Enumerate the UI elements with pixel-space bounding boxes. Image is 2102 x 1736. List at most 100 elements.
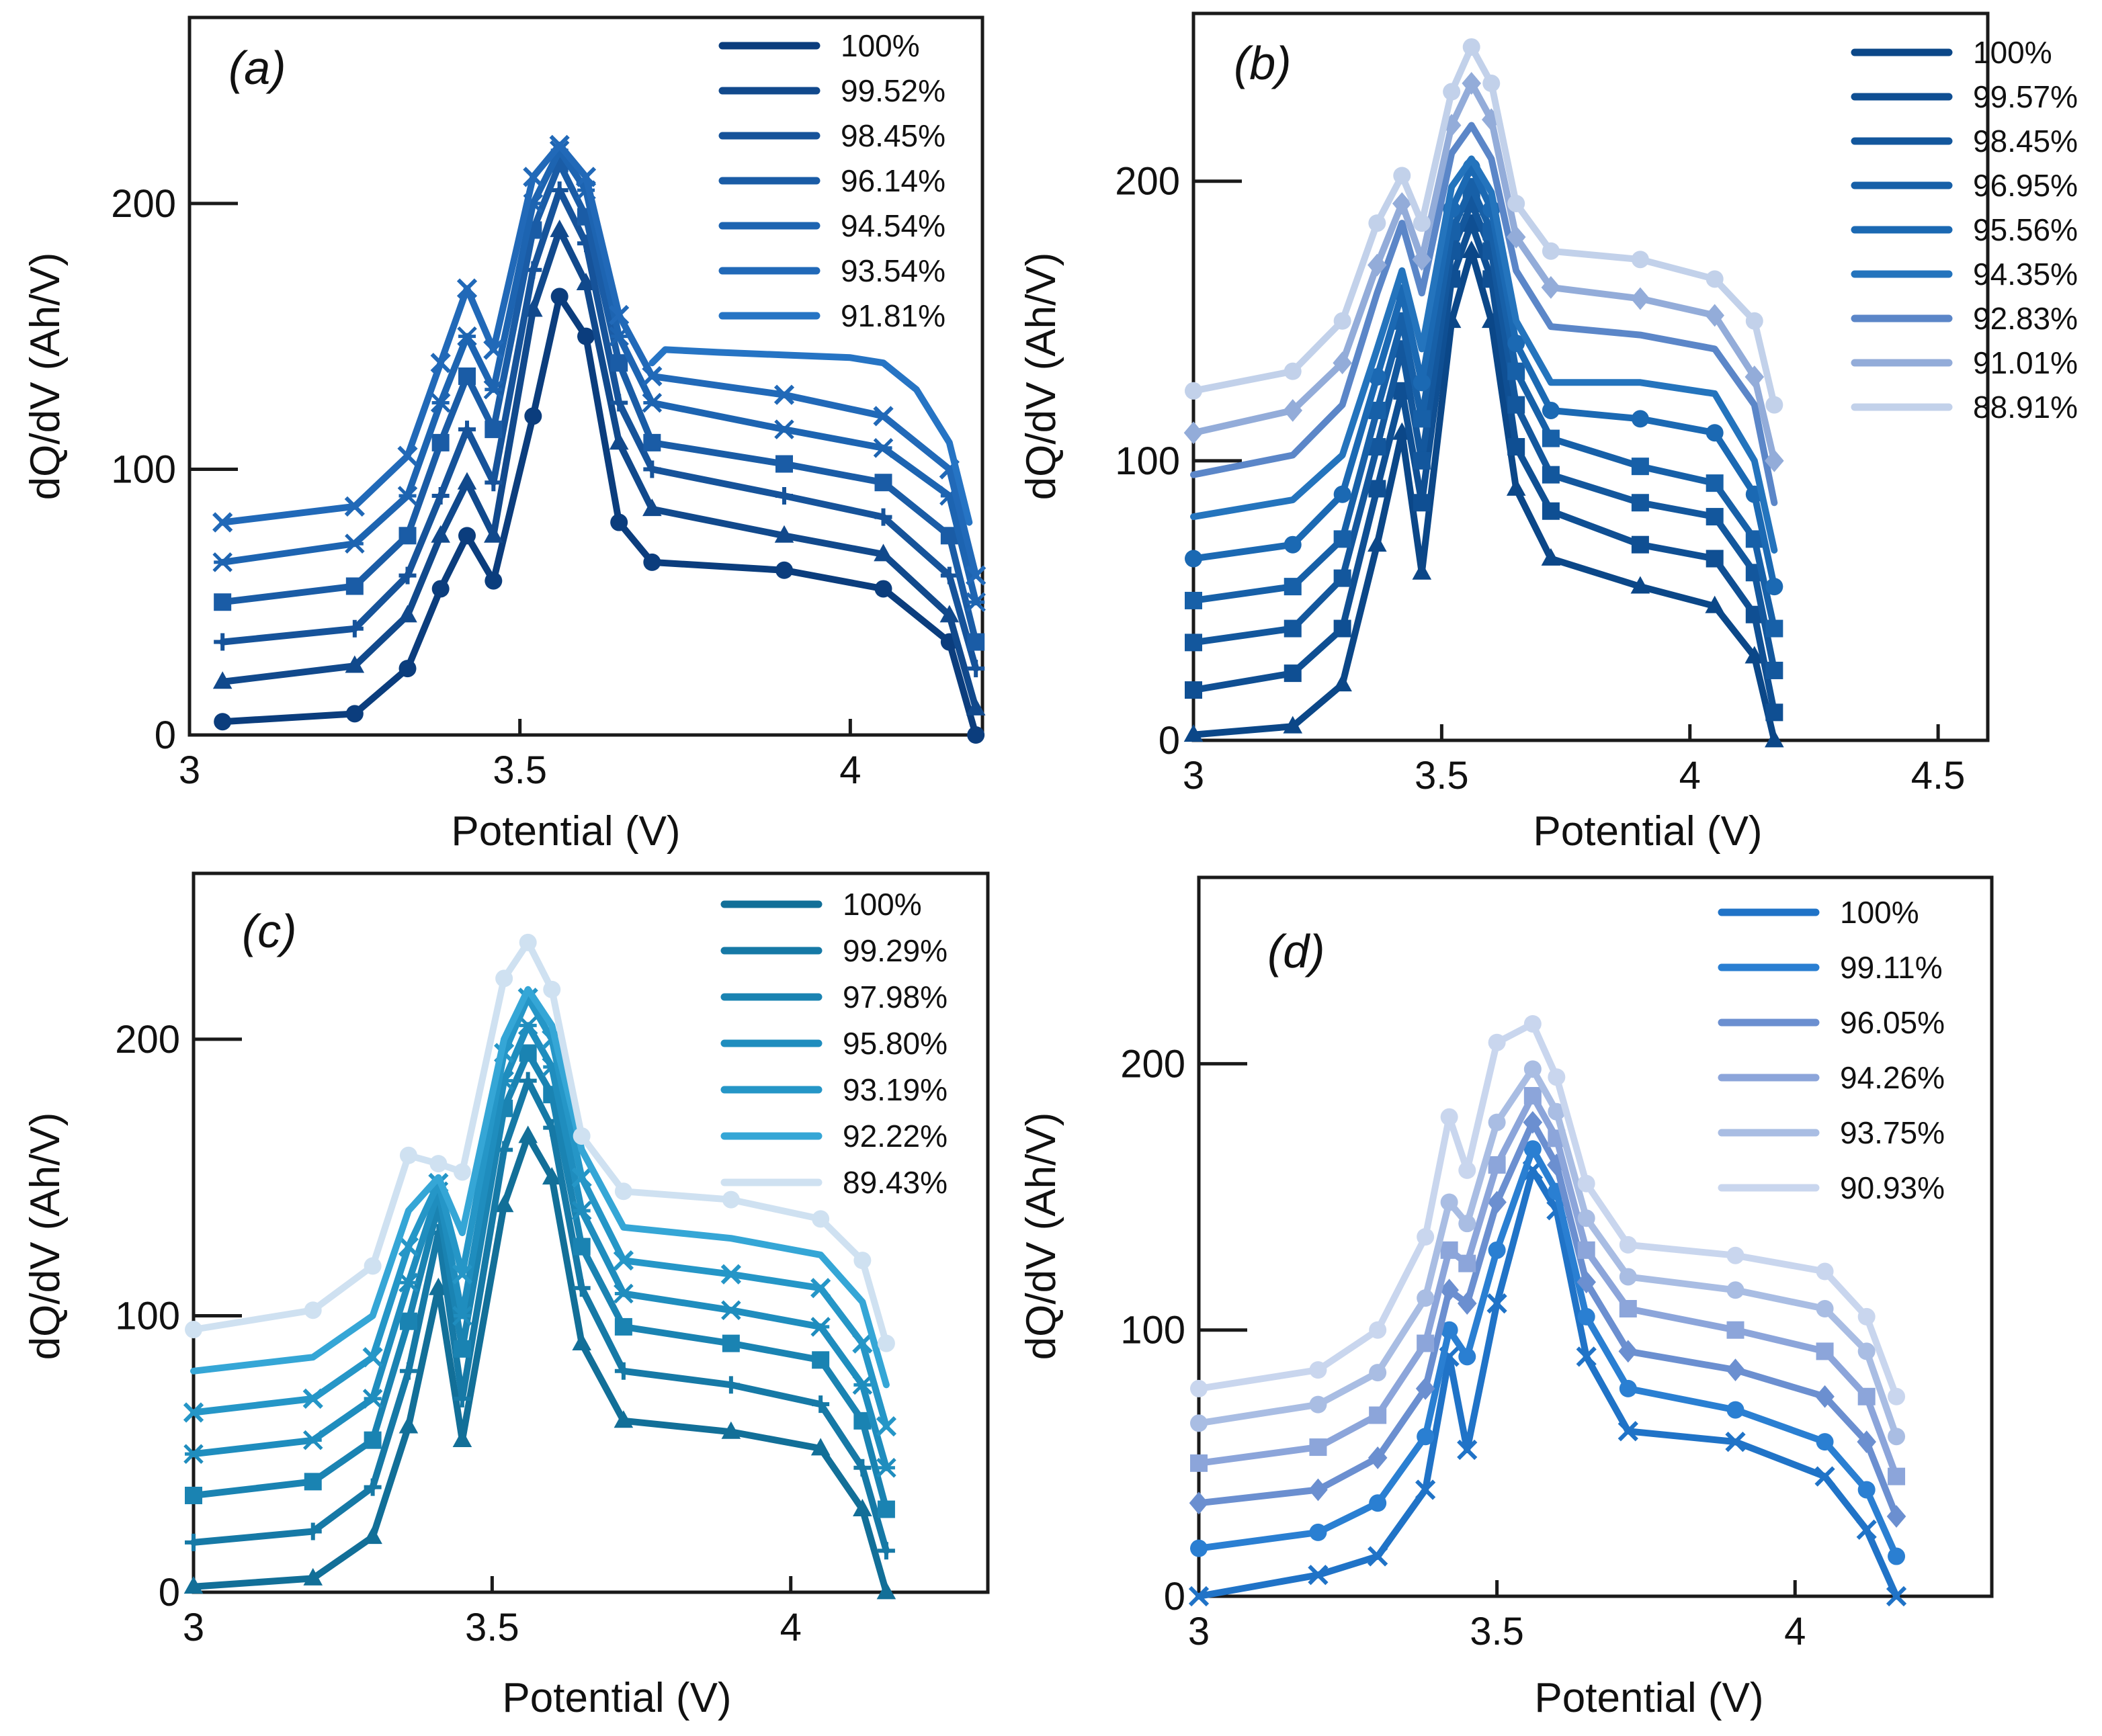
panel-b-x-tick-label: 4	[1679, 754, 1701, 797]
panel-b-data-point	[1765, 661, 1783, 679]
panel-b-x-tick-label: 3	[1183, 754, 1204, 797]
panel-d-data-point	[1458, 1161, 1476, 1179]
panel-b-data-point	[1541, 548, 1561, 566]
panel-b-y-tick-label: 200	[1115, 160, 1180, 204]
panel-b-data-point	[1284, 664, 1302, 683]
panel-c-data-point	[495, 969, 513, 988]
panel-a-data-point	[345, 533, 365, 554]
panel-a-data-point	[775, 561, 793, 579]
panel-d-series	[1189, 1111, 1906, 1528]
panel-c-data-point	[302, 1388, 323, 1409]
panel-a-series	[212, 219, 986, 715]
panel-c-data-point	[185, 1533, 202, 1551]
panel-d-data-point	[1188, 1586, 1210, 1607]
panel-d-data-point	[1457, 1439, 1478, 1461]
panel-a-legend-label: 96.14%	[841, 163, 945, 198]
panel-c-x-tick-label: 3	[183, 1606, 204, 1649]
panel-b-data-point	[1542, 502, 1560, 520]
panel-c-label: (c)	[242, 905, 297, 957]
panel-d-data-point	[1857, 1387, 1876, 1405]
panel-b-data-point	[1185, 634, 1202, 652]
panel-a-data-point	[773, 384, 795, 405]
panel-d-y-tick-label: 200	[1120, 1042, 1185, 1086]
panel-c-series	[183, 988, 897, 1437]
panel-b-legend-label: 95.56%	[1973, 212, 2078, 247]
panel-b-series	[1185, 38, 1783, 414]
panel-d-data-point	[1726, 1358, 1745, 1382]
panel-c-series	[185, 1072, 895, 1560]
panel-a-y-tick-label: 100	[111, 447, 176, 491]
panel-c-data-point	[183, 1402, 204, 1423]
panel-b-data-point	[1744, 646, 1765, 664]
panel-d-x-tick-label: 4	[1784, 1610, 1806, 1653]
panel-c-series	[185, 933, 895, 1352]
panel-b-data-point	[1765, 730, 1784, 748]
panel-d-data-point	[1523, 1086, 1542, 1104]
panel-b-data-point	[1765, 578, 1783, 596]
panel-c-data-point	[810, 1438, 831, 1456]
panel-d-data-point	[1487, 1190, 1507, 1214]
panel-b-data-point	[1765, 396, 1783, 414]
panel-c-data-point	[519, 1072, 537, 1090]
panel-b-data-point	[1507, 194, 1525, 212]
panel-d-data-point	[1417, 1228, 1435, 1246]
panel-d-data-point	[1726, 1246, 1744, 1264]
panel-c-legend-label: 97.98%	[843, 980, 948, 1014]
panel-b-data-point	[1765, 703, 1783, 722]
panel-c-legend: 100% 99.29% 97.98% 95.80% 93.19% 92.22% 89.43%	[720, 887, 948, 1200]
panel-d-data-point	[1888, 1387, 1906, 1405]
panel-b-data-point	[1368, 534, 1387, 552]
panel-c-data-point	[304, 1522, 322, 1540]
panel-d-data-point	[1309, 1395, 1327, 1414]
panel-d-data-point	[1576, 1270, 1596, 1294]
panel-b-series	[1190, 122, 1778, 507]
panel-a-series	[212, 134, 986, 586]
panel-c-data-point	[722, 1190, 740, 1209]
panel-b-data-point	[1283, 399, 1303, 422]
panel-a: (a) Potential (V) dQ/dV (Ah/V) 3 3.5 4 0 100…	[22, 15, 986, 855]
panel-b-series-line	[1190, 155, 1778, 554]
panel-d-data-point	[1726, 1281, 1744, 1299]
panel-c-data-point	[853, 1459, 872, 1477]
panel-c-data-point	[453, 1340, 471, 1358]
panel-a-data-point	[397, 486, 418, 506]
panel-a-data-point	[483, 339, 504, 360]
panel-a-data-point	[966, 565, 986, 586]
panel-c-data-point	[812, 1395, 830, 1414]
panel-b-data-point	[1333, 485, 1351, 503]
panel-c-data-point	[722, 1334, 740, 1352]
panel-b-data-point	[1412, 248, 1432, 271]
panel-d-series	[1190, 1060, 1906, 1446]
panel-b-data-point	[1185, 591, 1202, 609]
panel-b-data-point	[1765, 449, 1784, 472]
panel-d-x-tick-label: 3	[1188, 1610, 1210, 1653]
panel-b-y-axis-title: dQ/dV (Ah/V)	[1018, 253, 1064, 501]
panel-a-data-point	[430, 392, 451, 413]
panel-c-legend-label: 99.29%	[843, 933, 948, 968]
panel-a-data-point	[967, 726, 985, 744]
panel-a-data-point	[874, 508, 892, 526]
panel-b-data-point	[1631, 410, 1649, 428]
panel-a-series	[214, 288, 985, 744]
panel-d-data-point	[1458, 1215, 1476, 1233]
panel-b-legend-label: 96.95%	[1973, 168, 2078, 203]
panel-a-series-line	[648, 346, 973, 526]
panel-c-x-tick-label: 3.5	[465, 1606, 519, 1649]
panel-b-data-point	[1393, 167, 1411, 185]
panel-c-data-point	[573, 1279, 591, 1297]
panel-b-data-point	[1706, 508, 1724, 526]
panel-d-data-point	[1857, 1481, 1876, 1499]
panel-a-data-point	[642, 392, 663, 413]
panel-d-data-point	[1816, 1300, 1834, 1317]
panel-c-legend-label: 92.22%	[843, 1119, 948, 1154]
panel-a-data-point	[610, 394, 628, 412]
panel-a-data-point	[874, 580, 892, 598]
panel-c-legend-label: 95.80%	[843, 1026, 948, 1061]
panel-a-data-point	[873, 438, 894, 458]
panel-a-data-point	[775, 455, 793, 473]
panel-a-data-point	[212, 512, 233, 533]
panel-b-data-point	[1333, 351, 1352, 375]
panel-a-data-point	[456, 278, 478, 299]
panel-a-legend: 100% 99.52% 98.45% 96.14% 94.54% 93.54% 91.81%	[718, 28, 945, 333]
panel-c-data-point	[614, 1410, 634, 1428]
